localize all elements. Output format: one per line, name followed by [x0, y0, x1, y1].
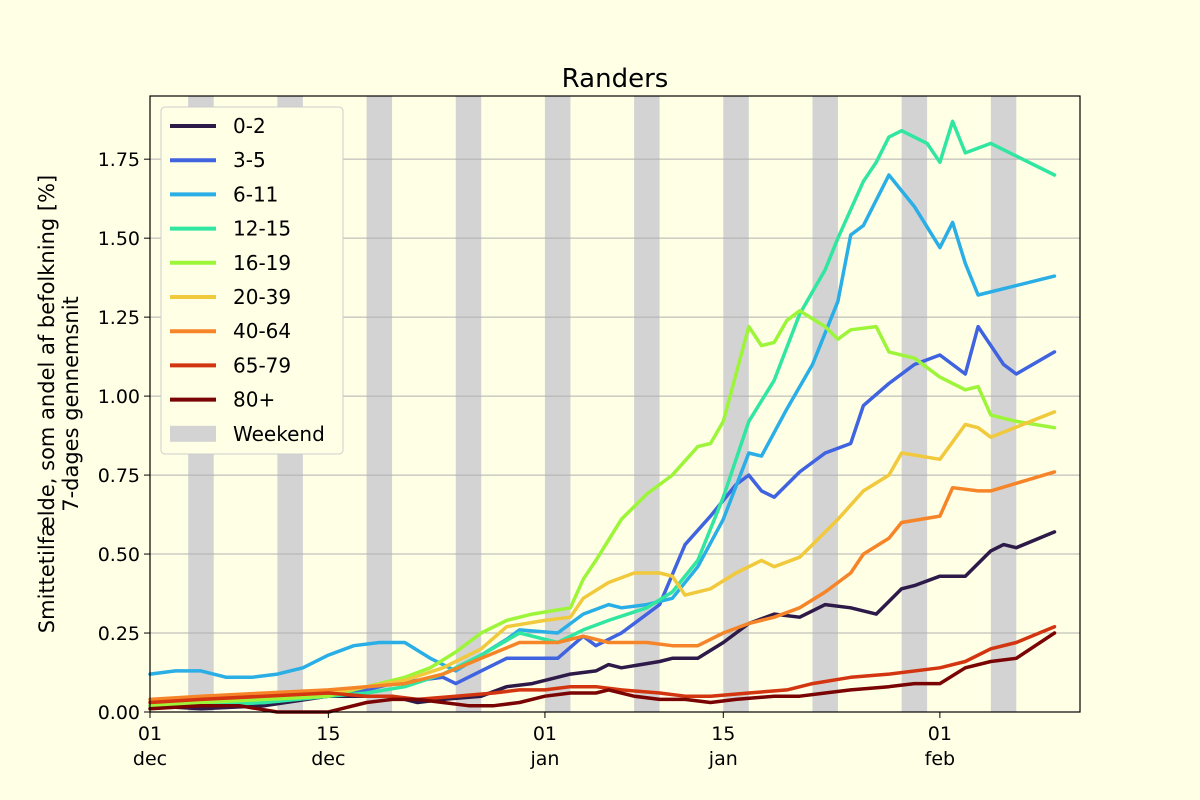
weekend-band-3 — [455, 96, 482, 712]
legend-label-0-2: 0-2 — [233, 114, 266, 138]
y-tick-label-1: 0.25 — [98, 623, 140, 645]
y-tick-label-5: 1.25 — [98, 307, 140, 329]
x-tick-day-2: 01 — [533, 723, 557, 745]
y-tick-label-4: 1.00 — [98, 386, 140, 408]
x-tick-month-4: feb — [925, 748, 955, 770]
legend-label-6-11: 6-11 — [233, 182, 278, 206]
x-tick-day-3: 15 — [711, 723, 735, 745]
x-tick-day-0: 01 — [138, 723, 162, 745]
y-axis-label: Smittetilfælde, som andel af befolkning … — [35, 175, 83, 633]
axis-ticks: 0.00 0.25 0.50 0.75 1.00 1.25 1.50 1.75 01 dec 15 d… — [98, 149, 955, 770]
series-lines — [148, 119, 1057, 714]
series-line-12-15 — [148, 119, 1057, 708]
y-axis-label-line-1: Smittetilfælde, som andel af befolkning … — [35, 175, 59, 633]
plot-frame — [149, 95, 1081, 713]
series-line-6-11 — [148, 173, 1057, 680]
y-axis-label-line-2: 7-dages gennemsnit — [59, 296, 83, 512]
legend-label-12-15: 12-15 — [233, 217, 291, 241]
series-line-65-79 — [148, 624, 1057, 705]
chart-title: Randers — [562, 64, 669, 94]
weekend-band-2 — [366, 96, 393, 712]
x-tick-day-4: 01 — [928, 723, 952, 745]
series-line-20-39 — [148, 410, 1057, 705]
series-line-80+ — [148, 631, 1057, 714]
legend-label-3-5: 3-5 — [233, 148, 266, 172]
y-tick-label-2: 0.50 — [98, 544, 140, 566]
y-tick-label-0: 0.00 — [98, 702, 140, 724]
y-tick-label-7: 1.75 — [98, 149, 140, 171]
legend-label-16-19: 16-19 — [233, 251, 291, 275]
legend-swatch-weekend — [170, 425, 216, 442]
x-tick-month-0: dec — [133, 748, 167, 770]
series-line-16-19 — [148, 309, 1057, 708]
x-tick-day-1: 15 — [316, 723, 340, 745]
legend-label-80+: 80+ — [233, 388, 275, 412]
weekend-band-8 — [901, 96, 928, 712]
x-tick-month-2: jan — [529, 748, 559, 770]
legend-label-40-64: 40-64 — [233, 319, 291, 343]
legend-label-weekend: Weekend — [233, 422, 325, 446]
y-tick-label-3: 0.75 — [98, 465, 140, 487]
weekend-band-7 — [812, 96, 838, 712]
x-tick-month-3: jan — [708, 748, 738, 770]
legend-label-65-79: 65-79 — [233, 353, 291, 377]
legend-label-20-39: 20-39 — [233, 285, 291, 309]
y-tick-label-6: 1.50 — [98, 228, 140, 250]
weekend-band-9 — [990, 96, 1017, 712]
series-line-40-64 — [148, 470, 1057, 702]
x-tick-month-1: dec — [311, 748, 345, 770]
legend: 0-2 3-5 6-11 12-15 16-19 20-39 40-64 65-79 80+ We… — [160, 106, 344, 455]
